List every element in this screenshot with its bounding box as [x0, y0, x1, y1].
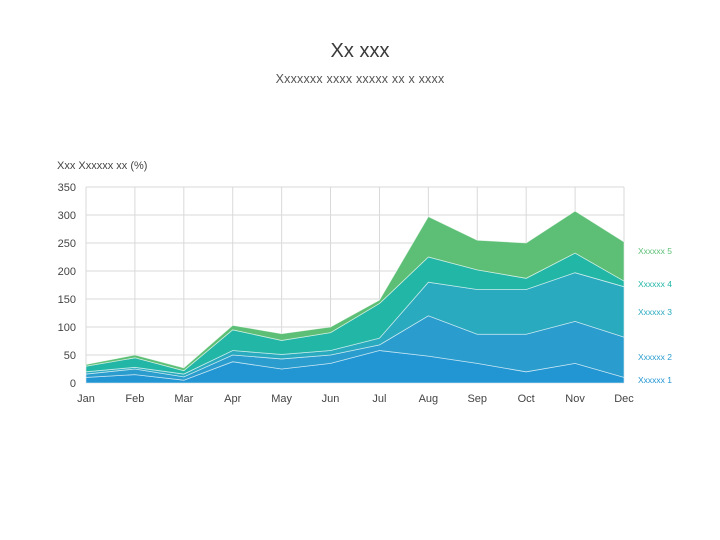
x-tick-label: Jun — [322, 393, 340, 405]
y-axis-label: Xxx Xxxxxx xx (%) — [57, 160, 148, 172]
series-label-5: Xxxxxx 5 — [638, 246, 672, 256]
series-label-1: Xxxxxx 1 — [638, 375, 672, 385]
x-tick-label: May — [271, 393, 292, 405]
x-tick-label: Feb — [125, 393, 144, 405]
chart-title: Xx xxx — [330, 40, 390, 62]
y-tick-label: 250 — [58, 238, 76, 250]
y-tick-label: 0 — [70, 378, 76, 390]
x-tick-label: Oct — [518, 393, 535, 405]
y-tick-label: 300 — [58, 210, 76, 222]
series-label-3: Xxxxxx 3 — [638, 307, 672, 317]
y-tick-label: 150 — [58, 294, 76, 306]
x-tick-label: Jan — [77, 393, 95, 405]
area-series-5 — [85, 210, 625, 372]
x-tick-label: Sep — [467, 393, 487, 405]
x-tick-label: Aug — [419, 393, 439, 405]
y-tick-label: 350 — [58, 182, 76, 194]
series-label-4: Xxxxxx 4 — [638, 279, 672, 289]
x-tick-label: Dec — [614, 393, 634, 405]
x-tick-label: Nov — [565, 393, 585, 405]
y-tick-label: 50 — [64, 350, 76, 362]
y-tick-label: 200 — [58, 266, 76, 278]
chart-subtitle: Xxxxxxx xxxx xxxxx xx x xxxx — [275, 72, 445, 86]
x-tick-label: Jul — [372, 393, 386, 405]
series-label-2: Xxxxxx 2 — [638, 352, 672, 362]
x-tick-label: Apr — [224, 393, 241, 405]
x-tick-label: Mar — [174, 393, 193, 405]
y-tick-label: 100 — [58, 322, 76, 334]
